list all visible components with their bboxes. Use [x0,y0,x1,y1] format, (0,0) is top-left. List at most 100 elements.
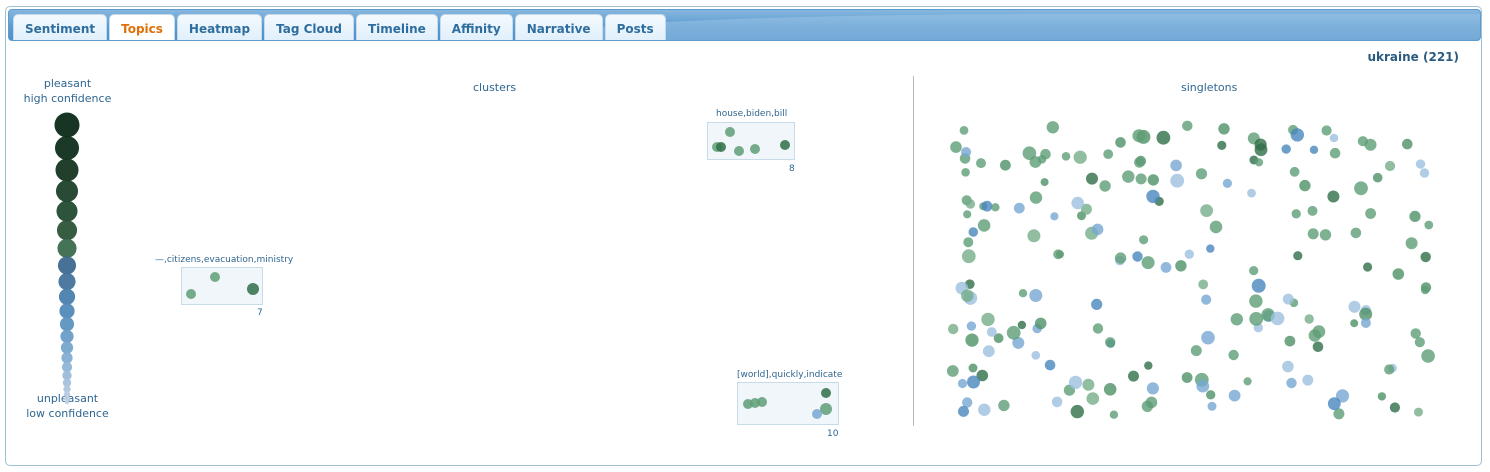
singleton-dot[interactable] [976,369,989,382]
singleton-dot[interactable] [1144,361,1153,370]
tab-sentiment[interactable]: Sentiment [13,14,108,40]
singleton-dot[interactable] [965,333,979,347]
singleton-dot[interactable] [1018,289,1028,298]
singleton-dot[interactable] [1312,341,1324,353]
singleton-dot[interactable] [1421,349,1435,363]
singleton-dot[interactable] [1377,392,1387,401]
singleton-dot[interactable] [1012,336,1025,349]
singleton-dot[interactable] [1247,188,1256,198]
singleton-dot[interactable] [1304,314,1314,324]
singleton-dot[interactable] [963,237,974,248]
singleton-dot[interactable] [991,203,1000,212]
singleton-dot[interactable] [1319,229,1332,241]
singleton-dot[interactable] [1109,410,1119,419]
singleton-dot[interactable] [1308,329,1322,342]
singleton-dot[interactable] [1284,335,1296,347]
legend-scale-dot[interactable] [64,400,70,405]
singleton-dot[interactable] [1091,298,1103,310]
singleton-dot[interactable] [1147,174,1160,186]
singleton-dot[interactable] [1190,345,1202,357]
singleton-dot[interactable] [1050,212,1059,221]
singleton-dot[interactable] [1034,317,1047,330]
tab-posts[interactable]: Posts [604,14,666,40]
cluster-dot[interactable] [750,144,760,154]
singleton-dot[interactable] [1321,125,1332,136]
singleton-dot[interactable] [1251,278,1266,293]
singleton-dot[interactable] [1414,407,1423,417]
singleton-dot[interactable] [1354,181,1368,196]
legend-scale-dot[interactable] [56,220,78,241]
legend-scale-dot[interactable] [55,158,79,182]
cluster-dot[interactable] [821,388,831,398]
singleton-dot[interactable] [1218,123,1230,135]
singleton-dot[interactable] [1170,159,1182,172]
legend-scale-dot[interactable] [60,341,74,354]
singleton-dot[interactable] [1029,191,1043,204]
singleton-dot[interactable] [1040,178,1049,187]
singleton-dot[interactable] [1141,256,1155,270]
singleton-dot[interactable] [1132,129,1146,143]
singleton-dot[interactable] [1329,147,1341,159]
singleton-dot[interactable] [1031,350,1041,360]
cluster-dot[interactable] [247,283,259,295]
singleton-dot[interactable] [966,321,977,331]
singleton-dot[interactable] [1200,204,1213,218]
singleton-dot[interactable] [1335,389,1350,403]
legend-scale-dot[interactable] [63,385,71,393]
singleton-dot[interactable] [1135,173,1147,185]
singleton-dot[interactable] [1086,172,1098,185]
singleton-dot[interactable] [1329,133,1339,143]
cluster-dot[interactable] [725,127,735,137]
singleton-dot[interactable] [998,399,1010,412]
singleton-dot[interactable] [1372,172,1383,183]
singleton-dot[interactable] [1222,178,1232,188]
singleton-dot[interactable] [1282,293,1294,305]
singleton-dot[interactable] [1410,328,1421,339]
singleton-dot[interactable] [1254,158,1264,167]
legend-scale-dot[interactable] [58,273,76,291]
legend-scale-dot[interactable] [60,329,74,343]
singleton-dot[interactable] [1099,180,1111,192]
singleton-dot[interactable] [1359,307,1373,321]
singleton-dot[interactable] [1141,400,1154,412]
singleton-dot[interactable] [1333,408,1345,420]
legend-scale-dot[interactable] [59,303,75,319]
singleton-dot[interactable] [948,323,959,335]
tab-tag-cloud[interactable]: Tag Cloud [264,14,354,40]
singleton-dot[interactable] [1071,196,1084,210]
singleton-dot[interactable] [1029,289,1043,302]
singleton-dot[interactable] [1092,323,1104,334]
legend-scale-dot[interactable] [63,391,71,398]
legend-scale-dot[interactable] [54,136,80,161]
singleton-dot[interactable] [1327,397,1341,411]
singleton-dot[interactable] [1307,205,1318,216]
singleton-dot[interactable] [1414,337,1425,348]
singleton-dot[interactable] [1080,203,1092,215]
legend-scale-dot[interactable] [54,112,80,138]
singleton-dot[interactable] [1217,140,1227,150]
legend-scale-dot[interactable] [61,362,73,373]
singleton-dot[interactable] [981,200,993,212]
singleton-dot[interactable] [958,405,969,417]
cluster-dot[interactable] [734,146,744,156]
singleton-dot[interactable] [1424,220,1434,230]
tab-narrative[interactable]: Narrative [514,14,603,40]
singleton-dot[interactable] [1000,159,1011,171]
singleton-dot[interactable] [1302,374,1314,386]
cluster-dot[interactable] [780,140,790,150]
singleton-dot[interactable] [1249,312,1264,326]
singleton-dot[interactable] [1017,320,1027,330]
legend-scale-dot[interactable] [59,317,75,332]
singleton-dot[interactable] [1293,251,1303,261]
singleton-dot[interactable] [1415,159,1426,169]
cluster-dot[interactable] [210,272,220,282]
cluster-dot[interactable] [757,397,767,407]
singleton-dot[interactable] [1068,375,1083,390]
singleton-dot[interactable] [1070,404,1085,419]
singleton-dot[interactable] [965,199,976,209]
singleton-dot[interactable] [1409,210,1421,222]
singleton-dot[interactable] [1196,379,1210,393]
singleton-dot[interactable] [1206,244,1215,253]
singleton-dot[interactable] [1073,150,1087,164]
singleton-dot[interactable] [1053,249,1063,260]
